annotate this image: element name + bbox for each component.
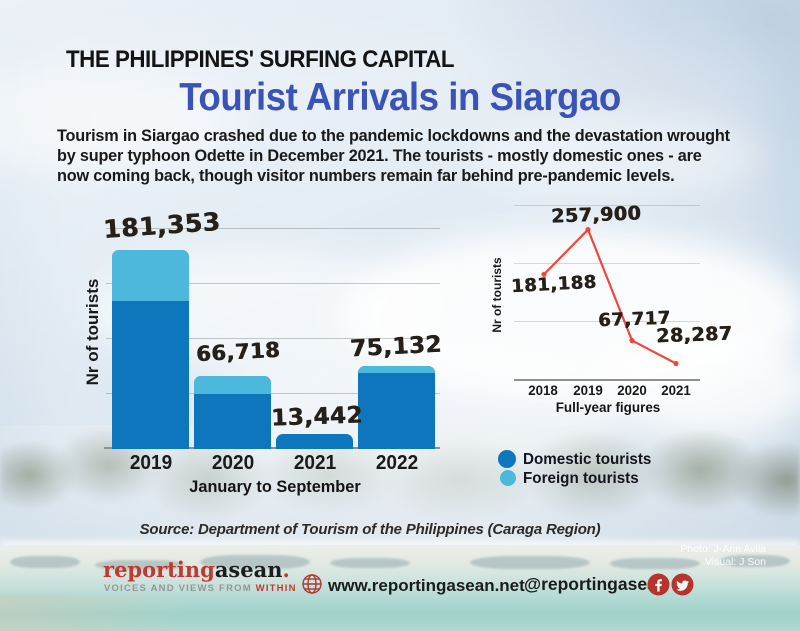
- cloud: [480, 110, 760, 200]
- line-x-axis: [514, 379, 700, 381]
- bar-tick-2020: 2020: [211, 452, 255, 474]
- bar-segment-foreign-2022: [358, 366, 435, 373]
- bar-segment-foreign-2019: [112, 250, 189, 301]
- photo-credit: Photo: J-Ann Avila: [680, 543, 766, 555]
- bar-tick-2019: 2019: [129, 452, 173, 474]
- boat-silhouette: [200, 555, 310, 569]
- intro-line-1: Tourism in Siargao crashed due to the pa…: [57, 126, 730, 145]
- bar-gridline-200k: [106, 228, 440, 229]
- line-gridline-200k: [514, 263, 700, 264]
- line-gridline-100k: [514, 321, 700, 322]
- line-tick-2020: 2020: [617, 382, 647, 398]
- boat-silhouette: [470, 556, 590, 569]
- legend-label-domestic: Domestic tourists: [523, 451, 652, 468]
- facebook-icon: [647, 573, 670, 596]
- intro-paragraph: Tourism in Siargao crashed due to the pa…: [57, 126, 730, 186]
- line-tick-2021: 2021: [661, 382, 691, 398]
- intro-line-3: now coming back, though visitor numbers …: [57, 166, 675, 185]
- boat-silhouette: [95, 560, 185, 570]
- line-tick-2018: 2018: [528, 382, 558, 398]
- bar-tick-2022: 2022: [375, 452, 419, 474]
- trend-line-chart: [541, 227, 679, 367]
- corner-sand: [0, 595, 190, 631]
- page-title: Tourist Arrivals in Siargao: [179, 76, 621, 119]
- logo-dot: .: [282, 557, 290, 582]
- boat-silhouette: [610, 558, 700, 569]
- bar-tick-2021: 2021: [293, 452, 337, 474]
- credits: Photo: J-Ann Avila Visual: J Son: [680, 543, 766, 569]
- kicker-title: THE PHILIPPINES' SURFING CAPITAL: [66, 46, 455, 73]
- reportingasean-logo: reportingasean.: [103, 557, 290, 582]
- bar-gridline-150k: [106, 283, 440, 284]
- bar-2019: [112, 250, 189, 449]
- line-value-2018: 181,188: [510, 271, 597, 298]
- bar-value-2021: 13,442: [270, 402, 364, 432]
- bar-gridline-50k: [106, 393, 440, 394]
- visual-credit: Visual: J Son: [704, 556, 766, 568]
- line-chart-caption: Full-year figures: [555, 399, 661, 415]
- bar-segment-foreign-2020: [194, 376, 271, 394]
- bar-plot-area: [112, 199, 442, 449]
- boat-silhouette: [330, 558, 410, 568]
- bar-2022: [358, 366, 435, 449]
- bar-2020: [194, 376, 271, 449]
- cloud: [600, 330, 800, 440]
- tagline-gray: VOICES AND VIEWS FROM: [104, 583, 252, 594]
- legend-swatch-foreign: [500, 470, 516, 486]
- bar-x-axis: [104, 447, 440, 449]
- logo-tagline: VOICES AND VIEWS FROM WITHIN: [104, 583, 297, 594]
- boat-silhouette: [720, 555, 790, 567]
- line-gridline-300k: [514, 205, 700, 206]
- trend-line: [542, 228, 678, 365]
- line-value-2019: 257,900: [550, 202, 642, 228]
- trend-points: [541, 227, 679, 367]
- boat-silhouette: [10, 556, 80, 568]
- bar-gridline-100k: [106, 338, 440, 339]
- intro-line-2: by super typhoon Odette in December 2021…: [57, 146, 702, 165]
- tagline-red: WITHIN: [255, 583, 297, 594]
- social-handle: @reportingasean: [524, 574, 668, 594]
- website-url: www.reportingasean.net: [328, 576, 525, 595]
- bar-value-2020: 66,718: [195, 337, 281, 367]
- bar-chart-caption: January to September: [189, 477, 361, 496]
- legend-swatch-domestic: [498, 450, 516, 468]
- bar-y-axis-label: Nr of tourists: [83, 278, 102, 386]
- line-tick-2019: 2019: [573, 382, 603, 398]
- line-value-2021: 28,287: [655, 322, 733, 348]
- twitter-icon: [671, 573, 694, 596]
- bar-value-2022: 75,132: [349, 331, 443, 363]
- bar-2021: [276, 434, 353, 449]
- logo-part-asean: asean: [214, 557, 283, 582]
- source-note: Source: Department of Tourism of the Phi…: [139, 521, 601, 538]
- logo-part-reporting: reporting: [103, 557, 215, 582]
- legend-label-foreign: Foreign tourists: [523, 470, 639, 487]
- globe-icon: [302, 574, 322, 594]
